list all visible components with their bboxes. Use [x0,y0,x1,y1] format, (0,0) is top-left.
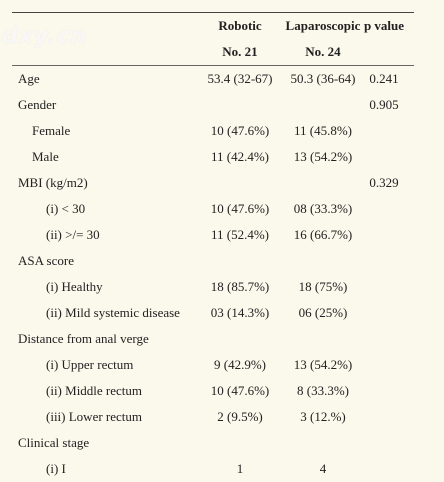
row-label: (i) Healthy [46,279,103,294]
table-row: (i) Healthy 18 (85.7%) 18 (75%) [12,274,414,300]
table-row: Clinical stage [12,430,414,456]
robotic-value: 11 (42.4%) [210,149,269,164]
laparoscopic-value: 18 (75%) [298,279,348,294]
table-row: (ii) >/= 30 11 (52.4%) 16 (66.7%) [12,222,414,248]
row-label: (iii) Lower rectum [46,409,143,424]
table-row: Male 11 (42.4%) 13 (54.2%) [12,144,414,170]
laparoscopic-value: 08 (33.3%) [293,201,353,216]
row-label: (ii) >/= 30 [46,227,100,242]
p-value: 0.241 [369,71,399,86]
row-label: Female [32,123,71,138]
table-top-rule [12,12,414,13]
table-row: (ii) Middle rectum 10 (47.6%) 8 (33.3%) [12,378,414,404]
p-value: 0.905 [369,97,399,112]
robotic-value: 1 [236,461,244,476]
table-row: (ii) Mild systemic disease 03 (14.3%) 06 (… [12,300,414,326]
row-label: ASA score [18,253,74,268]
row-label: (ii) Mild systemic disease [46,305,180,320]
watermark-logo: dxy.cn [2,24,88,49]
p-value: 0.329 [369,175,399,190]
table-row: Female 10 (47.6%) 11 (45.8%) [12,118,414,144]
robotic-value: 10 (47.6%) [210,123,270,138]
row-label: (i) I [46,461,66,476]
laparoscopic-value: 13 (54.2%) [293,149,353,164]
laparoscopic-value: 8 (33.3%) [297,383,349,398]
table-row: Age 53.4 (32-67) 50.3 (36-64) 0.241 [12,66,414,92]
robotic-value: 10 (47.6%) [210,201,270,216]
table-row: (i) < 30 10 (47.6%) 08 (33.3%) [12,196,414,222]
row-label: Clinical stage [18,435,90,450]
robotic-value: 10 (47.6%) [210,383,270,398]
robotic-value: 03 (14.3%) [210,305,270,320]
row-label: Age [18,71,40,86]
robotic-value: 9 (42.9%) [214,357,266,372]
table-header: Robotic No. 21 Laparoscopic No. 24 p val… [12,13,414,65]
robotic-value: 2 (9.5%) [217,409,263,424]
header-robotic-n: No. 21 [222,44,258,59]
laparoscopic-value: 11 (45.8%) [293,123,352,138]
laparoscopic-value: 06 (25%) [298,305,348,320]
table-row: ASA score [12,248,414,274]
robotic-value: 18 (85.7%) [210,279,270,294]
row-label: Gender [18,97,57,112]
robotic-value: 53.4 (32-67) [207,71,273,86]
table-body: Age 53.4 (32-67) 50.3 (36-64) 0.241 Gender 0.… [12,66,414,482]
row-label: MBI (kg/m2) [18,175,88,190]
table-row: MBI (kg/m2) 0.329 [12,170,414,196]
comparison-table: Robotic No. 21 Laparoscopic No. 24 p val… [12,12,414,482]
table-row: (iii) Lower rectum 2 (9.5%) 3 (12.%) [12,404,414,430]
table-row: (i) I 1 4 [12,456,414,482]
laparoscopic-value: 50.3 (36-64) [290,71,356,86]
row-label: Male [32,149,59,164]
laparoscopic-value: 16 (66.7%) [293,227,353,242]
row-label: (i) Upper rectum [46,357,134,372]
row-label: (i) < 30 [46,201,86,216]
table-header-rule [12,65,414,66]
row-label: (ii) Middle rectum [46,383,143,398]
header-laparoscopic: Laparoscopic [285,18,361,33]
laparoscopic-value: 3 (12.%) [300,409,346,424]
laparoscopic-value: 4 [319,461,327,476]
row-label: Distance from anal verge [18,331,149,346]
header-laparoscopic-n: No. 24 [305,44,341,59]
robotic-value: 11 (52.4%) [210,227,269,242]
table-row: Distance from anal verge [12,326,414,352]
laparoscopic-value: 13 (54.2%) [293,357,353,372]
header-p-value: p value [363,18,405,33]
table-row: (i) Upper rectum 9 (42.9%) 13 (54.2%) [12,352,414,378]
header-robotic: Robotic [218,18,262,33]
table-row: Gender 0.905 [12,92,414,118]
